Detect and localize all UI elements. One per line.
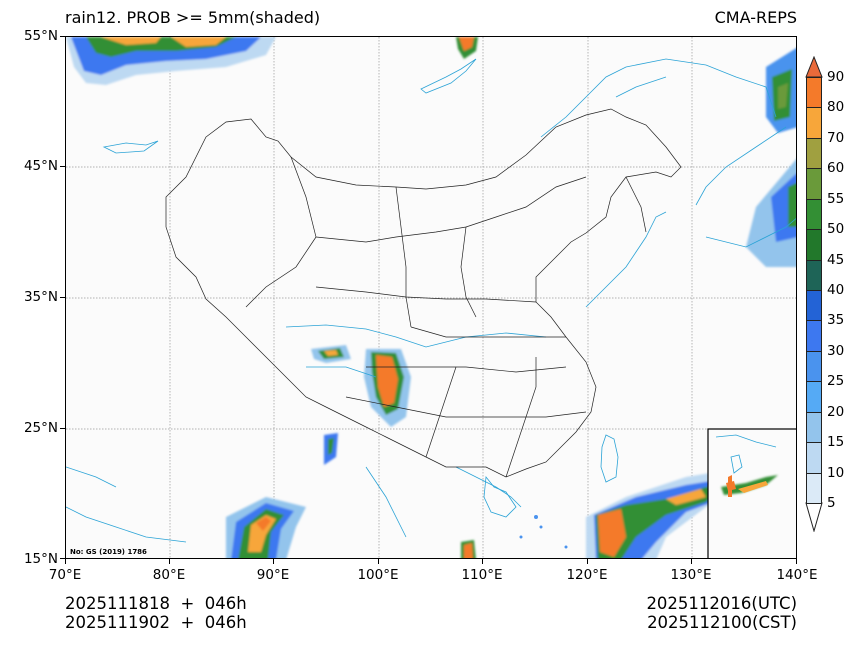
- valid-time-utc: 2025112016(UTC): [646, 594, 797, 613]
- map-panel: No: GS (2019) 1786: [65, 36, 797, 559]
- tick: [169, 559, 170, 564]
- colorbar-bin: [806, 229, 822, 261]
- init-time-cst: 2025111902 + 046h: [65, 613, 247, 632]
- colorbar-bin: [806, 472, 822, 504]
- map-canvas: [66, 37, 796, 558]
- colorbar-level-label: 15: [827, 434, 845, 451]
- colorbar-bin: [806, 290, 822, 322]
- lon-label-120: 120°E: [566, 567, 608, 583]
- tick: [65, 559, 66, 564]
- lon-label-100: 100°E: [357, 567, 399, 583]
- valid-time-block: 2025112016(UTC) 2025112100(CST): [646, 594, 797, 632]
- colorbar-level-label: 55: [827, 190, 845, 207]
- sea-speckles: [519, 515, 568, 549]
- model-name: CMA-REPS: [714, 8, 797, 27]
- tick: [60, 166, 65, 167]
- init-time-block: 2025111818 + 046h 2025111902 + 046h: [65, 594, 247, 632]
- colorbar-bin: [806, 350, 822, 383]
- tick: [378, 559, 379, 564]
- colorbar-level-label: 70: [827, 129, 845, 146]
- colorbar-bin: [806, 411, 822, 444]
- colorbar-level-label: 20: [827, 403, 845, 420]
- lat-label-25: 25°N: [23, 420, 58, 436]
- colorbar-level-label: 10: [827, 464, 845, 481]
- colorbar-level-label: 90: [827, 69, 845, 85]
- colorbar-level-label: 80: [827, 99, 845, 116]
- tick: [691, 559, 692, 564]
- colorbar-bin: [806, 168, 822, 200]
- colorbar-level-label: 5: [827, 495, 836, 511]
- tick: [587, 559, 588, 564]
- chart-title: rain12. PROB >= 5mm(shaded): [65, 8, 321, 27]
- lat-label-35: 35°N: [23, 289, 58, 305]
- boundaries: [165, 108, 682, 478]
- colorbar-bin: [806, 442, 822, 474]
- colorbar-level-label: 30: [827, 342, 845, 359]
- colorbar-upper-arrow: [805, 56, 823, 78]
- colorbar-bin: [806, 381, 822, 413]
- tick: [60, 428, 65, 429]
- colorbar-bin: [806, 137, 822, 170]
- colorbar-level-label: 40: [827, 282, 845, 298]
- lon-label-70: 70°E: [48, 567, 82, 583]
- lon-label-80: 80°E: [152, 567, 186, 583]
- lat-label-55: 55°N: [23, 28, 58, 44]
- tick: [60, 558, 65, 559]
- colorbar-level-label: 25: [827, 373, 845, 390]
- lat-label-45: 45°N: [23, 158, 58, 174]
- colorbar-bin: [806, 259, 822, 291]
- map-approval-note: No: GS (2019) 1786: [70, 548, 147, 556]
- colorbar-bin: [806, 77, 822, 109]
- lon-label-110: 110°E: [461, 567, 503, 583]
- valid-time-cst: 2025112100(CST): [647, 613, 797, 632]
- tick: [482, 559, 483, 564]
- colorbar-level-label: 35: [827, 312, 845, 329]
- colorbar-level-label: 50: [827, 221, 845, 238]
- init-time-utc: 2025111818 + 046h: [65, 594, 247, 613]
- colorbar-level-label: 60: [827, 160, 845, 177]
- colorbar-bin: [806, 198, 822, 231]
- colorbar-lower-arrow: [805, 502, 823, 532]
- colorbar-bin: [806, 107, 822, 139]
- lon-label-130: 130°E: [670, 567, 712, 583]
- lon-label-140: 140°E: [776, 567, 818, 583]
- tick: [60, 36, 65, 37]
- coastlines-rivers: [66, 58, 796, 543]
- lon-label-90: 90°E: [256, 567, 290, 583]
- south-china-sea-inset: [707, 428, 796, 558]
- tick: [796, 559, 797, 564]
- colorbar-level-label: 45: [827, 251, 845, 268]
- lat-label-15: 15°N: [23, 551, 58, 567]
- tick: [60, 297, 65, 298]
- colorbar-bin: [806, 320, 822, 352]
- tick: [273, 559, 274, 564]
